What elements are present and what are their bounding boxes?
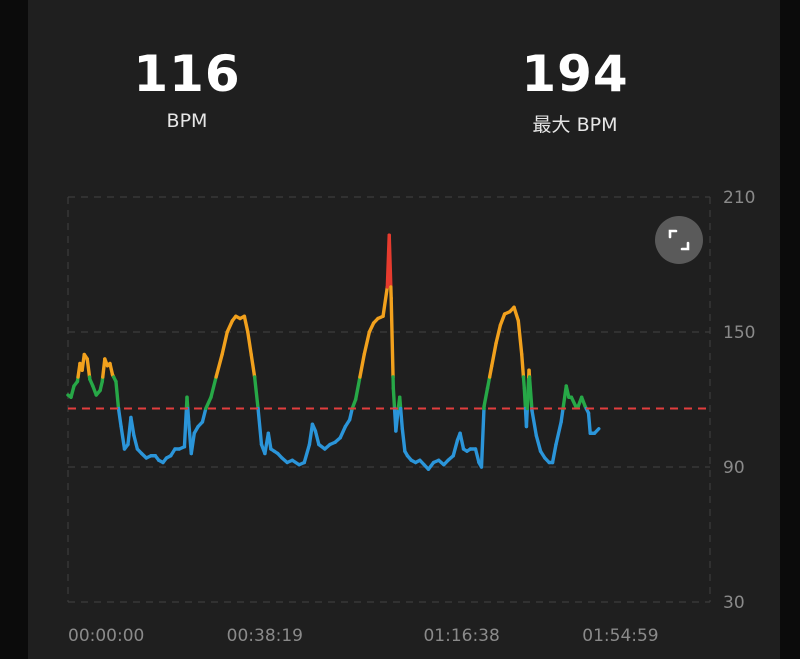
y-tick-label: 90 [723, 458, 745, 478]
heart-rate-line-segment [189, 431, 196, 456]
heart-rate-line-segment [494, 323, 503, 345]
heart-rate-line-segment [389, 296, 395, 379]
x-tick-label: 00:00:00 [68, 626, 144, 646]
expand-chart-button[interactable] [655, 216, 703, 264]
heart-rate-line-segment [119, 424, 127, 451]
heart-rate-line-segment [534, 433, 543, 453]
max-bpm-value: 194 [521, 45, 629, 103]
heart-rate-line-segment [522, 386, 528, 411]
heart-rate-line-segment [85, 357, 92, 379]
heart-rate-line-segment [220, 330, 229, 357]
heart-rate-line-segment [80, 352, 86, 372]
heart-rate-line-segment [482, 386, 490, 408]
heart-rate-line-segment [307, 422, 315, 447]
average-bpm-label: BPM [166, 110, 208, 132]
y-axis-ticks: 210 150 90 30 [723, 188, 755, 613]
x-axis-ticks: 00:00:00 00:38:19 01:16:38 01:54:59 [68, 626, 659, 646]
heart-rate-line-segment [564, 384, 571, 399]
x-tick-label: 00:38:19 [227, 626, 303, 646]
x-tick-label: 01:16:38 [423, 626, 499, 646]
heart-rate-line-segment [479, 406, 486, 469]
heart-rate-line-segment [394, 409, 400, 433]
heart-rate-line-segment [520, 352, 526, 379]
heart-rate-line-segment [521, 375, 527, 390]
heart-rate-line-segment [550, 442, 558, 465]
heart-rate-line-segment [302, 442, 312, 465]
heart-rate-line-segment [116, 406, 123, 429]
heart-rate-line-segment [487, 364, 494, 379]
heart-rate-line-segment [204, 395, 213, 411]
heart-rate-line-segment [209, 375, 218, 399]
heart-rate-line-segment [358, 352, 366, 379]
heart-rate-line-segment [554, 420, 563, 447]
heart-rate-line-segment [249, 352, 257, 379]
heart-rate-line-segment [530, 409, 538, 438]
heart-rate-line-segment [398, 395, 403, 411]
heart-rate-line-segment [69, 384, 76, 399]
heart-rate-line-segment [391, 386, 397, 411]
heart-rate-line-segment [185, 395, 190, 411]
heart-rate-line-segment [387, 233, 393, 289]
heart-rate-card [28, 0, 780, 659]
heart-rate-line-segment [338, 424, 348, 440]
y-tick-label: 150 [723, 323, 755, 343]
x-tick-label: 01:54:59 [582, 626, 658, 646]
heart-rate-line-segment [214, 352, 224, 379]
expand-icon [668, 229, 690, 251]
heart-rate-line-segment [559, 406, 565, 424]
heart-rate-line-segment [473, 447, 481, 465]
heart-rate-line-segment [242, 314, 250, 334]
heart-rate-line-segment [398, 406, 405, 431]
heart-rate-line-segment [586, 411, 592, 435]
heart-rate-line-segment [182, 406, 189, 449]
line-layer [66, 233, 601, 471]
max-bpm-stat: 194 最大 BPM [485, 46, 665, 137]
heart-rate-line-segment [451, 438, 460, 458]
heart-rate-line-segment [592, 427, 601, 435]
y-tick-label: 210 [723, 188, 755, 208]
heart-rate-line-segment [400, 427, 407, 453]
heart-rate-line-segment [186, 406, 191, 424]
heart-rate-line-segment [353, 375, 362, 402]
heart-rate-line-segment [381, 285, 390, 318]
heart-rate-line-segment [458, 431, 466, 451]
heart-rate-line-segment [225, 319, 235, 334]
heart-rate-line-segment [129, 415, 136, 438]
heart-rate-line-segment [132, 433, 140, 451]
average-bpm-value: 116 [133, 45, 241, 103]
heart-rate-line-segment [313, 429, 321, 447]
heart-rate-line-segment [527, 375, 534, 411]
heart-rate-line-segment [512, 305, 521, 323]
average-bpm-stat: 116 BPM [112, 46, 262, 132]
heart-rate-line-segment [485, 375, 492, 390]
grid-layer [67, 196, 711, 603]
heart-rate-line-segment [108, 361, 115, 377]
heart-rate-line-segment [498, 312, 507, 327]
heart-rate-line-segment [256, 406, 264, 447]
heart-rate-line-segment [347, 406, 354, 422]
max-bpm-label: 最大 BPM [532, 114, 618, 136]
heart-rate-line-segment [246, 330, 253, 357]
heart-rate-line-segment [362, 330, 372, 357]
heart-rate-line-segment [490, 341, 498, 368]
y-tick-label: 30 [723, 593, 745, 613]
heart-rate-line-segment [266, 431, 273, 451]
heart-rate-line-segment [524, 406, 529, 429]
heart-rate-line-segment [114, 379, 121, 411]
heart-rate-line-segment [252, 375, 260, 411]
heart-rate-line-segment [200, 406, 208, 424]
heart-rate-line-segment [516, 319, 524, 357]
